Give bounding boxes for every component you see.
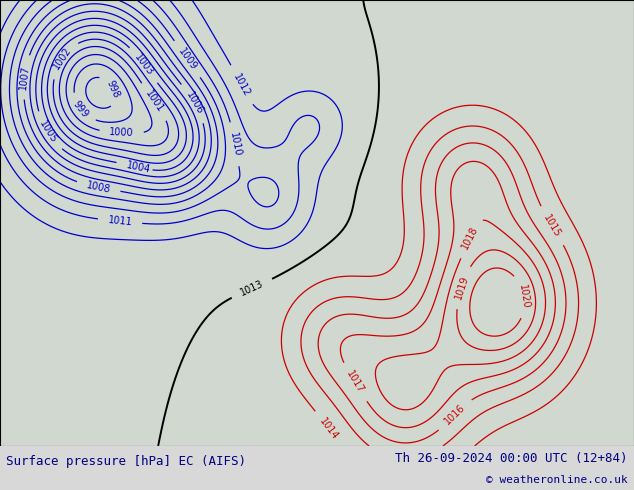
Text: © weatheronline.co.uk: © weatheronline.co.uk — [486, 475, 628, 485]
Text: 1001: 1001 — [143, 89, 165, 115]
Text: 1013: 1013 — [239, 279, 265, 298]
Text: 1009: 1009 — [176, 47, 198, 72]
Text: 1019: 1019 — [453, 274, 470, 300]
Text: 998: 998 — [105, 79, 121, 99]
Text: 1020: 1020 — [517, 283, 531, 309]
Text: 1011: 1011 — [107, 215, 133, 227]
Text: 1006: 1006 — [184, 90, 205, 116]
Text: 1018: 1018 — [460, 225, 481, 251]
Text: 1005: 1005 — [37, 119, 58, 145]
Text: 1007: 1007 — [18, 64, 31, 90]
Text: 1002: 1002 — [51, 46, 73, 72]
Text: Th 26-09-2024 00:00 UTC (12+84): Th 26-09-2024 00:00 UTC (12+84) — [395, 452, 628, 465]
Text: 1000: 1000 — [109, 127, 134, 139]
Text: Surface pressure [hPa] EC (AIFS): Surface pressure [hPa] EC (AIFS) — [6, 455, 247, 468]
Text: 1008: 1008 — [86, 180, 112, 195]
Text: 1014: 1014 — [318, 416, 340, 442]
Text: 1017: 1017 — [344, 369, 366, 395]
Text: 1015: 1015 — [541, 213, 562, 239]
Text: 1016: 1016 — [443, 402, 467, 427]
Text: 999: 999 — [71, 99, 91, 120]
Text: 1010: 1010 — [228, 131, 242, 157]
Text: 1004: 1004 — [126, 160, 152, 175]
Text: 1012: 1012 — [231, 72, 252, 98]
Text: 1003: 1003 — [133, 52, 155, 77]
